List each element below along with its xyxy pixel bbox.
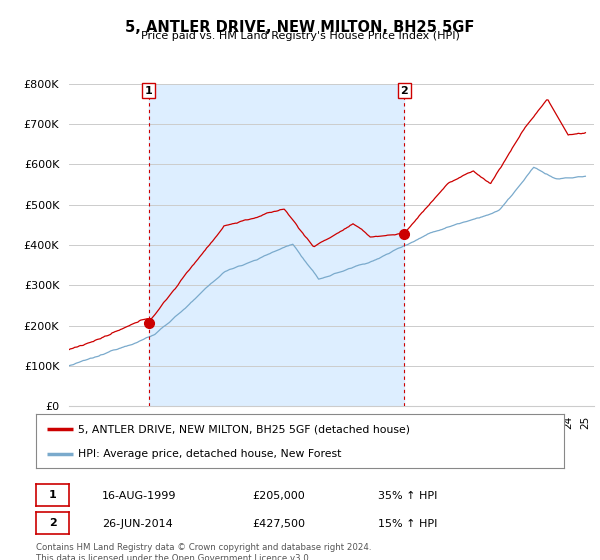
Text: 5, ANTLER DRIVE, NEW MILTON, BH25 5GF (detached house): 5, ANTLER DRIVE, NEW MILTON, BH25 5GF (d…	[78, 424, 410, 435]
Text: Contains HM Land Registry data © Crown copyright and database right 2024.
This d: Contains HM Land Registry data © Crown c…	[36, 543, 371, 560]
Text: 2: 2	[49, 518, 56, 528]
Bar	[149, 84, 404, 406]
Text: £205,000: £205,000	[252, 491, 305, 501]
Text: HPI: Average price, detached house, New Forest: HPI: Average price, detached house, New …	[78, 449, 341, 459]
Text: 16-AUG-1999: 16-AUG-1999	[102, 491, 176, 501]
Text: 15% ↑ HPI: 15% ↑ HPI	[378, 519, 437, 529]
Text: 26-JUN-2014: 26-JUN-2014	[102, 519, 173, 529]
Text: £427,500: £427,500	[252, 519, 305, 529]
Text: 1: 1	[145, 86, 152, 96]
Text: Price paid vs. HM Land Registry's House Price Index (HPI): Price paid vs. HM Land Registry's House …	[140, 31, 460, 41]
Text: 1: 1	[49, 490, 56, 500]
Text: 5, ANTLER DRIVE, NEW MILTON, BH25 5GF: 5, ANTLER DRIVE, NEW MILTON, BH25 5GF	[125, 20, 475, 35]
Text: 2: 2	[400, 86, 408, 96]
Text: 35% ↑ HPI: 35% ↑ HPI	[378, 491, 437, 501]
